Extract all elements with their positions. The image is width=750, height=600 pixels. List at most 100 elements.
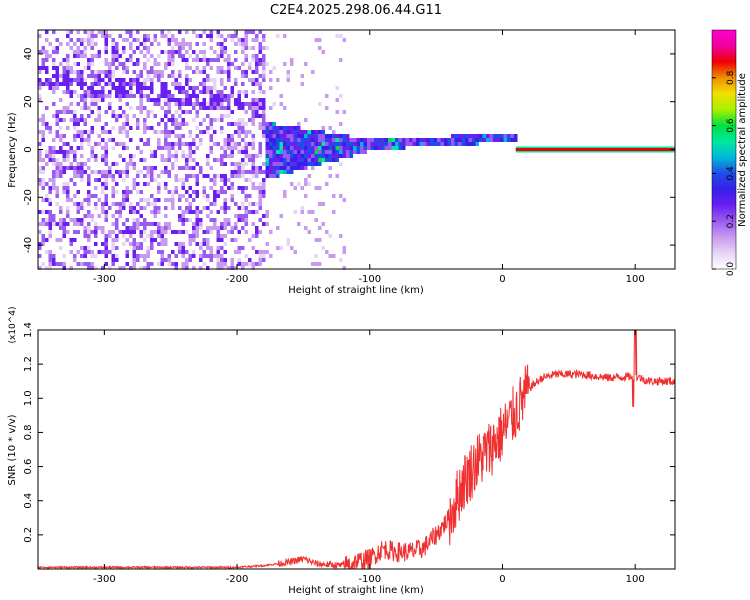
spectrogram-cell — [125, 198, 129, 202]
spectrogram-cell — [143, 126, 147, 130]
spectrogram-cell — [332, 150, 336, 154]
spectrogram-cell — [199, 170, 203, 174]
spectrogram-cell — [206, 230, 210, 234]
spectrogram-cell — [157, 262, 161, 266]
spectrogram-cell — [262, 258, 266, 262]
spectrogram-cell — [87, 226, 91, 230]
spectrogram-cell — [227, 134, 231, 138]
spectrogram-cell — [139, 74, 143, 78]
spectrogram-cell — [265, 214, 269, 218]
spectrogram-cell — [66, 222, 70, 226]
spectrogram-cell — [209, 94, 213, 98]
spectrogram-cell — [300, 162, 304, 166]
spectrogram-cell — [209, 226, 213, 230]
spectrogram-cell — [265, 150, 269, 154]
spectrogram-cell — [199, 70, 203, 74]
spectrogram-cell — [185, 154, 189, 158]
spectrogram-cell — [304, 130, 308, 134]
spectrogram-cell — [122, 146, 126, 150]
spectrogram-cell — [76, 146, 80, 150]
spectrogram-cell — [202, 58, 206, 62]
spectrogram-cell — [66, 62, 70, 66]
spectrogram-cell — [335, 34, 339, 38]
spectrogram-cell — [300, 210, 304, 214]
spectrogram-cell — [237, 166, 241, 170]
spectrogram-cell — [62, 186, 66, 190]
spectrogram-cell — [167, 90, 171, 94]
spectrogram-cell — [290, 138, 294, 142]
spectrogram-cell — [87, 222, 91, 226]
spectrogram-cell — [101, 98, 105, 102]
spectrogram-cell — [209, 126, 213, 130]
spectrogram-cell — [510, 138, 514, 142]
spectrogram-cell — [188, 166, 192, 170]
spectrogram-cell — [349, 150, 353, 154]
spectrogram-cell — [279, 130, 283, 134]
spectrogram-cell — [286, 158, 290, 162]
spectrogram-cell — [262, 178, 266, 182]
spectrogram-cell — [118, 94, 122, 98]
spectrogram-cell — [328, 158, 332, 162]
spectrogram-cell — [206, 162, 210, 166]
spectrogram-cell — [255, 102, 259, 106]
spectrogram-cell — [241, 246, 245, 250]
spectrogram-cell — [62, 106, 66, 110]
spectrogram-cell — [258, 186, 262, 190]
spectrogram-cell — [97, 114, 101, 118]
spectrogram-y-tick-label: -20 — [23, 189, 34, 205]
spectrogram-cell — [164, 62, 168, 66]
spectrogram-cell — [101, 78, 105, 82]
spectrogram-cell — [206, 34, 210, 38]
snr-y-label: SNR (10 * v/v) — [7, 414, 18, 485]
spectrogram-cell — [195, 162, 199, 166]
spectrogram-cell — [125, 58, 129, 62]
spectrogram-cell — [227, 122, 231, 126]
spectrogram-cell — [258, 170, 262, 174]
spectrogram-cell — [230, 34, 234, 38]
spectrogram-cell — [255, 106, 259, 110]
spectrogram-cell — [181, 182, 185, 186]
spectrogram-cell — [283, 106, 287, 110]
spectrogram-cell — [220, 254, 224, 258]
spectrogram-cell — [199, 102, 203, 106]
spectrogram-cell — [76, 222, 80, 226]
spectrogram-cell — [230, 86, 234, 90]
spectrogram-cell — [90, 170, 94, 174]
spectrogram-cell — [160, 250, 164, 254]
spectrogram-cell — [157, 122, 161, 126]
spectrogram-cell — [125, 226, 129, 230]
spectrogram-cell — [202, 50, 206, 54]
spectrogram-cell — [178, 194, 182, 198]
spectrogram-cell — [262, 118, 266, 122]
spectrogram-cell — [258, 58, 262, 62]
spectrogram-cell — [276, 166, 280, 170]
spectrogram-cell — [262, 74, 266, 78]
spectrogram-cell — [237, 230, 241, 234]
spectrogram-cell — [286, 154, 290, 158]
spectrogram-cell — [41, 138, 45, 142]
spectrogram-cell — [66, 142, 70, 146]
spectrogram-cell — [255, 54, 259, 58]
spectrogram-cell — [213, 190, 217, 194]
spectrogram-cell — [94, 154, 98, 158]
spectrogram-cell — [80, 202, 84, 206]
spectrogram-cell — [143, 198, 147, 202]
spectrogram-cell — [395, 146, 399, 150]
spectrogram-cell — [405, 138, 409, 142]
spectrogram-cell — [66, 58, 70, 62]
spectrogram-cell — [80, 114, 84, 118]
spectrogram-cell — [388, 146, 392, 150]
spectrogram-cell — [262, 162, 266, 166]
spectrogram-cell — [356, 138, 360, 142]
spectrogram-cell — [45, 194, 49, 198]
spectrogram-cell — [41, 66, 45, 70]
spectrogram-cell — [174, 122, 178, 126]
spectrogram-cell — [234, 34, 238, 38]
spectrogram-cell — [76, 210, 80, 214]
spectrogram-cell — [209, 254, 213, 258]
spectrogram-cell — [66, 82, 70, 86]
spectrogram-cell — [195, 190, 199, 194]
spectrogram-cell — [206, 74, 210, 78]
spectrogram-cell — [251, 110, 255, 114]
spectrogram-cell — [272, 162, 276, 166]
